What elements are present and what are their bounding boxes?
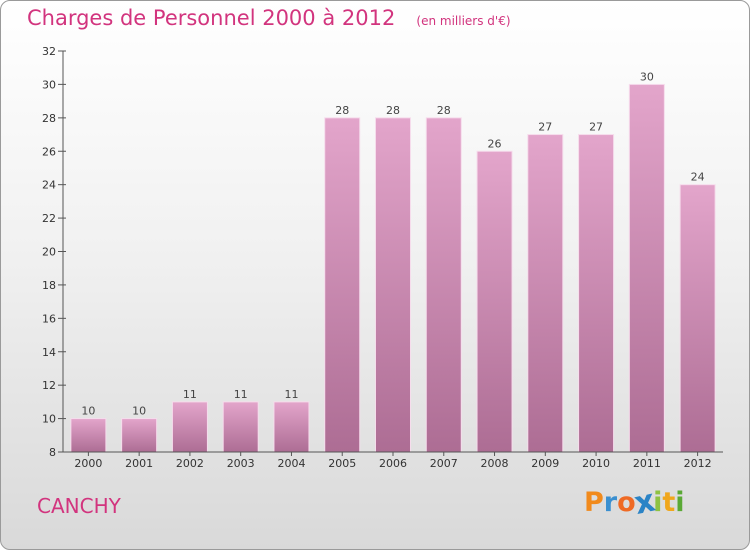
y-tick-label-14: 14: [42, 346, 56, 359]
bar-2009: [527, 134, 564, 453]
logo-letter: P: [584, 487, 604, 518]
data-label-2001: 10: [132, 405, 146, 418]
logo-letter: t: [662, 487, 676, 518]
y-tick-label-20: 20: [42, 246, 56, 259]
data-label-2003: 11: [234, 388, 248, 401]
data-label-2007: 28: [437, 104, 451, 117]
bar-2012: [679, 184, 716, 453]
bar-2010: [578, 134, 615, 453]
x-tick-label-2008: 2008: [481, 457, 509, 470]
data-label-2010: 27: [589, 121, 603, 134]
bar-2003: [222, 401, 259, 453]
x-tick-label-2006: 2006: [379, 457, 407, 470]
unit-note: (en milliers d'€): [416, 14, 511, 28]
data-label-2012: 24: [691, 171, 705, 184]
x-tick-label-2004: 2004: [277, 457, 305, 470]
x-tick-label-2000: 2000: [74, 457, 102, 470]
y-tick-label-12: 12: [42, 379, 56, 392]
y-tick-label-26: 26: [42, 145, 56, 158]
x-tick-label-2010: 2010: [582, 457, 610, 470]
x-tick-label-2009: 2009: [531, 457, 559, 470]
bar-2000: [70, 418, 107, 453]
logo-letter: r: [603, 487, 618, 518]
data-label-2008: 26: [488, 137, 502, 150]
logo-letter: o: [617, 487, 636, 518]
bar-2007: [425, 117, 462, 453]
data-label-2000: 10: [81, 405, 95, 418]
x-tick-label-2012: 2012: [684, 457, 712, 470]
bar-2011: [628, 83, 665, 453]
y-tick-label-32: 32: [42, 45, 56, 58]
title-row: Charges de Personnel 2000 à 2012 (en mil…: [27, 6, 511, 30]
y-tick-label-30: 30: [42, 78, 56, 91]
logo-letter: i: [675, 487, 685, 518]
y-tick-label-10: 10: [42, 413, 56, 426]
data-label-2006: 28: [386, 104, 400, 117]
data-label-2005: 28: [335, 104, 349, 117]
x-tick-label-2007: 2007: [430, 457, 458, 470]
chart-title: Charges de Personnel 2000 à 2012: [27, 6, 396, 30]
data-label-2009: 27: [538, 121, 552, 134]
y-tick-label-8: 8: [49, 446, 56, 459]
proxiti-logo: Proxiti: [584, 483, 685, 522]
bars-group: [70, 83, 716, 453]
x-tick-label-2003: 2003: [227, 457, 255, 470]
bar-2004: [273, 401, 310, 453]
bar-2001: [121, 418, 158, 453]
y-tick-label-18: 18: [42, 279, 56, 292]
bar-2006: [375, 117, 411, 453]
data-label-2002: 11: [183, 388, 197, 401]
commune-name: CANCHY: [37, 494, 121, 518]
y-tick-label-16: 16: [42, 312, 56, 325]
x-tick-label-2001: 2001: [125, 457, 153, 470]
bar-2008: [476, 150, 513, 453]
x-tick-label-2011: 2011: [633, 457, 661, 470]
y-tick-label-28: 28: [42, 112, 56, 125]
bar-2002: [171, 401, 208, 453]
x-tick-label-2005: 2005: [328, 457, 356, 470]
y-tick-label-24: 24: [42, 179, 56, 192]
y-tick-label-22: 22: [42, 212, 56, 225]
logo-letter: i: [653, 487, 663, 518]
data-label-2011: 30: [640, 70, 654, 83]
data-label-2004: 11: [284, 388, 298, 401]
bar-2005: [324, 117, 361, 453]
axes-group: [58, 50, 723, 456]
labels-group: 10 2000 10 2001 11 2002 11 2003 11 2004 28 2005 28 20…: [42, 45, 712, 470]
x-tick-label-2002: 2002: [176, 457, 204, 470]
